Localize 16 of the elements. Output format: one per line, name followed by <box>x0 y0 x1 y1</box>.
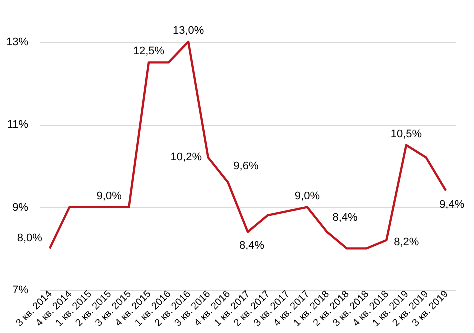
data-label: 10,5% <box>390 128 422 140</box>
data-label: 9,0% <box>294 190 320 202</box>
y-tick-label: 7% <box>12 284 29 296</box>
y-tick-label: 11% <box>7 119 29 132</box>
y-tick-label: 9% <box>12 202 29 214</box>
data-label: 10,2% <box>170 152 202 164</box>
y-tick-label: 13% <box>6 36 29 48</box>
data-label: 9,4% <box>440 198 465 211</box>
data-label: 8,0% <box>17 232 43 245</box>
data-label: 8,4% <box>332 212 358 224</box>
data-label: 8,2% <box>394 236 420 248</box>
data-label: 8,4% <box>239 240 265 252</box>
data-label: 9,6% <box>234 160 259 173</box>
data-label: 13,0% <box>172 25 204 37</box>
data-label: 12,5% <box>133 46 165 58</box>
data-label: 9,0% <box>96 190 122 202</box>
